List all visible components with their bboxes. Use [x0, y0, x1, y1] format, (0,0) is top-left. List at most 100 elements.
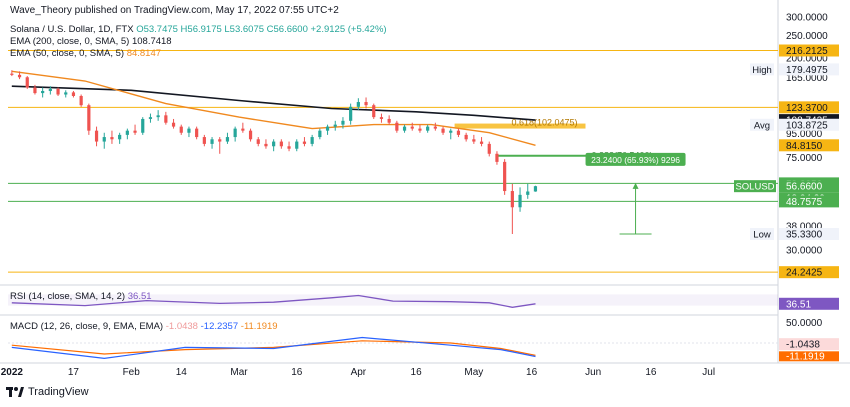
- tradingview-logo[interactable]: TradingView: [6, 386, 89, 398]
- rsi-value-label: 36.51: [786, 299, 811, 310]
- price-label-bg: [779, 139, 839, 152]
- candle-body: [487, 143, 491, 154]
- candle-body: [287, 146, 291, 149]
- candle-body: [156, 115, 160, 118]
- macd-signal-value-bg: [779, 351, 839, 362]
- price-label: 123.3700: [786, 103, 828, 114]
- price-label: 56.6600: [786, 182, 823, 193]
- x-tick-label: Apr: [351, 367, 367, 378]
- price-label: 179.4975: [786, 65, 828, 76]
- candle-body: [79, 95, 83, 106]
- candle-body: [272, 141, 276, 147]
- price-label-bg: [779, 118, 839, 131]
- price-label: 48.7575: [786, 197, 823, 208]
- candle-body: [310, 137, 314, 144]
- tradingview-logo-text: TradingView: [28, 386, 89, 398]
- rsi-line: [11, 294, 536, 308]
- candle-body: [318, 130, 322, 138]
- x-tick-label: 16: [291, 367, 303, 378]
- price-label: 84.8150: [786, 141, 823, 152]
- candle-body: [48, 88, 52, 91]
- x-tick-label: Mar: [230, 367, 248, 378]
- candle-body: [533, 186, 538, 192]
- candle-body: [125, 130, 129, 135]
- candle-body: [164, 115, 168, 123]
- legend-ema50-value: 84.8147: [126, 48, 162, 59]
- candle-body: [279, 141, 283, 147]
- candle-body: [295, 141, 299, 149]
- candle-body: [264, 143, 268, 147]
- legend-ema200-value: 108.7418: [131, 36, 172, 47]
- rsi-band: [8, 294, 778, 306]
- x-tick-label: May: [464, 367, 483, 378]
- x-tick-label: 14: [176, 367, 188, 378]
- measure-label: 23.2400 (65.93%) 9296: [591, 155, 680, 165]
- candle-body: [441, 128, 445, 133]
- candle-body: [248, 130, 253, 140]
- stat-tag-label: Low: [753, 230, 771, 241]
- candle-body: [349, 106, 353, 121]
- candle-body: [133, 130, 137, 133]
- legend-rsi-value: 36.51: [127, 291, 152, 302]
- candle-body: [402, 126, 407, 131]
- legend-ema200-label: EMA (200, close, 0, SMA, 5): [10, 36, 130, 47]
- legend-macd-line: -12.2357: [200, 321, 239, 332]
- candle-body: [479, 141, 484, 144]
- candle-body: [526, 191, 530, 195]
- candle-body: [395, 122, 399, 131]
- x-tick-label: 16: [645, 367, 657, 378]
- x-tick-label: Feb: [123, 367, 141, 378]
- candle-body: [364, 102, 368, 106]
- price-label-bg: [779, 44, 839, 57]
- candle-body: [325, 126, 330, 131]
- candle-body: [71, 92, 76, 96]
- x-tick-label: Jun: [585, 367, 601, 378]
- y-tick-label: 95.0000: [786, 129, 823, 140]
- macd-signal-line: [11, 340, 536, 356]
- candle-body: [33, 87, 37, 94]
- candle-body: [464, 134, 468, 140]
- measure-arrow-head: [632, 182, 639, 189]
- price-label-bg: [779, 63, 839, 76]
- legend-ema200-row: EMA (200, close, 0, SMA, 5) 108.7418: [10, 36, 172, 48]
- price-label: 103.8725: [786, 120, 828, 131]
- candle-body: [472, 139, 476, 142]
- y-tick-label: 165.0000: [786, 73, 828, 84]
- legend-rsi-label: RSI (14, close, SMA, 14, 2): [10, 291, 126, 302]
- candle-body: [387, 118, 391, 123]
- y-tick-label: 200.0000: [786, 53, 828, 64]
- candle-body: [333, 124, 337, 127]
- candle-body: [94, 130, 99, 142]
- macd-signal-value: -11.1919: [786, 351, 825, 362]
- candle-body: [426, 126, 430, 131]
- candle-body: [17, 74, 22, 78]
- legend-macd-signal: -11.1919: [240, 321, 278, 332]
- measure-label-box: [585, 152, 686, 166]
- x-tick-label: 16: [526, 367, 538, 378]
- price-label-bg: [779, 195, 839, 208]
- candle-body: [171, 122, 176, 127]
- publisher-line: Wave_Theory published on TradingView.com…: [10, 5, 339, 16]
- legend-symbol-row: Solana / U.S. Dollar, 1D, FTX O53.7475 H…: [10, 24, 387, 36]
- stat-tag-label: Avg: [754, 120, 770, 131]
- candle-body: [187, 128, 191, 133]
- legend-rsi-row: RSI (14, close, SMA, 14, 2) 36.51: [10, 291, 152, 303]
- candle-body: [256, 139, 260, 144]
- price-label: 24.2425: [786, 268, 823, 279]
- symbol-tag-bg: [734, 180, 776, 193]
- candle-body: [410, 126, 414, 129]
- candles-group: [10, 70, 538, 235]
- candle-body: [10, 73, 14, 75]
- candle-body: [456, 130, 461, 135]
- candle-body: [102, 137, 106, 142]
- price-label: 35.3300: [786, 230, 823, 241]
- legend-macd-row: MACD (12, 26, close, 9, EMA, EMA) -1.043…: [10, 321, 278, 333]
- candle-body: [503, 161, 507, 192]
- price-label-bg: [779, 101, 839, 114]
- legend-ema50-label: EMA (50, close, 0, SMA, 5): [10, 48, 125, 59]
- price-label-bg: [779, 228, 839, 241]
- macd-hist-value-bg: [779, 338, 839, 351]
- candle-body: [233, 128, 237, 138]
- candle-body: [56, 88, 60, 95]
